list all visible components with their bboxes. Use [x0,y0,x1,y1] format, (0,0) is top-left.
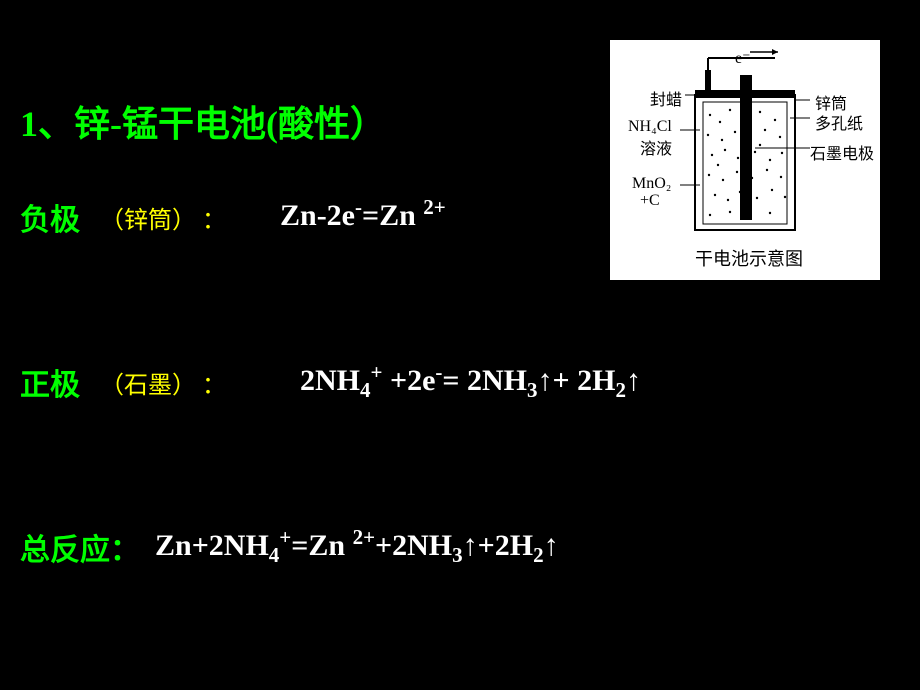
nh4cl-label: NH₄Cl [628,118,672,136]
cathode-bracket: （石墨） ： [100,365,226,400]
electron-label: e⁻ [735,48,751,68]
battery-diagram: e⁻ 封蜡 NH₄Cl 溶液 MnO₂ +C 锌筒 多孔纸 石墨电极 干电池示意… [610,40,880,280]
anode-equation: Zn-2e-=Zn 2+ [280,195,446,233]
slide-title: 1、锌-锰干电池(酸性） [20,95,386,147]
wax-label: 封蜡 [650,86,682,110]
diagram-caption: 干电池示意图 [695,245,803,271]
solution-label: 溶液 [640,135,672,159]
anode-bracket: （锌筒） ： [100,200,226,235]
porous-paper-label: 多孔纸 [815,110,863,134]
plusc-label: +C [640,192,660,210]
mno2-label: MnO₂ [632,175,671,193]
graphite-electrode-label: 石墨电极 [810,140,874,164]
total-label: 总反应： [20,525,140,569]
total-equation: Zn+2NH4+=Zn 2++2NH3↑+2H2↑ [155,525,559,568]
cathode-label: 正极 [20,360,80,404]
cathode-equation: 2NH4+ +2e-= 2NH3↑+ 2H2↑ [300,360,641,403]
anode-label: 负极 [20,195,80,239]
